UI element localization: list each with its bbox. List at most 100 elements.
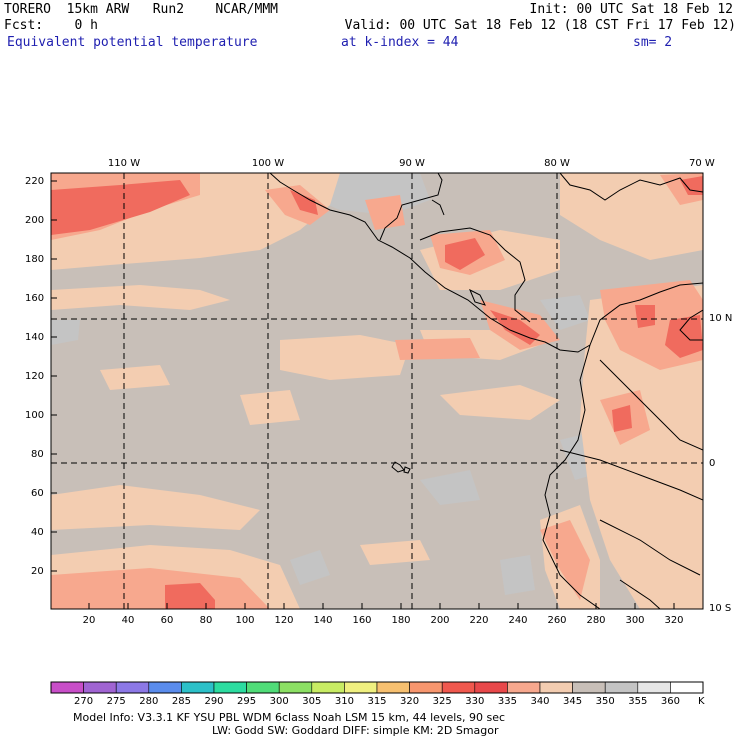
grid-x-label: 120 xyxy=(274,615,294,626)
grid-y-label: 40 xyxy=(31,527,44,538)
level-info: at k-index = 44 xyxy=(341,35,459,50)
lon-label-70w: 70 W xyxy=(689,158,715,169)
grid-y-label: 220 xyxy=(25,176,45,187)
run-name: Run2 xyxy=(152,2,185,17)
colorbar-swatch xyxy=(344,681,378,694)
grid-x-label: 260 xyxy=(547,615,567,626)
grid-x-label: 180 xyxy=(391,615,411,626)
init-time: Init: 00 UTC Sat 18 Feb 12 xyxy=(529,2,734,17)
grid-y-label: 180 xyxy=(25,254,45,265)
grid-y-label: 80 xyxy=(31,449,44,460)
grid-x-label: 220 xyxy=(469,615,489,626)
forecast-value: 0 h xyxy=(74,18,98,33)
grid-y-label: 140 xyxy=(25,332,45,343)
grid-x-label: 60 xyxy=(160,615,174,626)
grid-y-label: 160 xyxy=(25,293,45,304)
coastlines xyxy=(269,173,703,609)
colorbar-swatch xyxy=(474,681,508,694)
org-name: NCAR/MMM xyxy=(215,2,278,17)
bottom-ticks xyxy=(88,603,675,609)
colorbar-label: 320 xyxy=(400,696,420,707)
lon-label-110w: 110 W xyxy=(107,158,141,169)
colorbar-swatch xyxy=(637,681,671,694)
warm-strong-areas xyxy=(51,176,703,609)
grid-x-label: 200 xyxy=(430,615,450,626)
valid-time: Valid: 00 UTC Sat 18 Feb 12 (18 CST Fri … xyxy=(344,18,736,33)
grid-x-label: 140 xyxy=(313,615,333,626)
colorbar-label: 305 xyxy=(302,696,322,707)
grid-y-label: 200 xyxy=(25,215,45,226)
colorbar-swatch xyxy=(441,681,476,694)
grid-x-label: 40 xyxy=(121,615,135,626)
grid-x-label: 20 xyxy=(82,615,96,626)
forecast-hour: Fcst: 0 h xyxy=(4,19,98,33)
colorbar-label: 345 xyxy=(563,696,583,707)
temperature-field xyxy=(51,173,703,609)
grid-x-label: 160 xyxy=(352,615,372,626)
lon-label-80w: 80 W xyxy=(544,158,570,169)
grid-x-label: 300 xyxy=(625,615,645,626)
colorbar-swatch xyxy=(604,681,639,694)
colorbar-swatch xyxy=(572,681,606,694)
colorbar-label: 300 xyxy=(269,696,289,707)
colorbar-swatch xyxy=(181,681,215,694)
lat-label-10n: 10 N xyxy=(709,313,733,324)
lat-label-0: 0 xyxy=(709,458,716,469)
colorbar-label: 295 xyxy=(237,696,257,707)
colorbar-label: 285 xyxy=(171,696,191,707)
header-title-line: TORERO 15km ARW Run2 NCAR/MMM xyxy=(4,3,278,17)
colorbar-label: 330 xyxy=(465,696,485,707)
graticule xyxy=(51,173,703,609)
colorbar-label: 315 xyxy=(367,696,387,707)
colorbar-label: 275 xyxy=(106,696,126,707)
colorbar-label: 355 xyxy=(628,696,648,707)
grid-x-label: 320 xyxy=(664,615,684,626)
model-name: TORERO xyxy=(4,2,51,17)
grid-y-label: 60 xyxy=(31,488,44,499)
lat-label-10s: 10 S xyxy=(709,603,732,614)
grid-y-label: 120 xyxy=(25,371,45,382)
colorbar-label: 335 xyxy=(497,696,517,707)
colorbar-label: 325 xyxy=(432,696,452,707)
colorbar-label: 340 xyxy=(530,696,550,707)
colorbar-frame xyxy=(50,681,704,694)
colorbar-label: 350 xyxy=(595,696,615,707)
field-name: Equivalent potential temperature xyxy=(7,35,258,50)
grid-x-label: 100 xyxy=(235,615,255,626)
colorbar-swatch xyxy=(278,681,313,694)
colorbar-swatch xyxy=(213,681,247,694)
colorbar-label: 270 xyxy=(74,696,94,707)
left-ticks xyxy=(51,180,57,572)
colorbar-label: 280 xyxy=(139,696,159,707)
lon-label-90w: 90 W xyxy=(399,158,425,169)
model-resolution: 15km ARW xyxy=(66,2,130,17)
map-frame xyxy=(50,172,704,610)
colorbar-swatch xyxy=(148,681,182,694)
colorbar-swatch xyxy=(83,681,117,694)
grid-y-label: 20 xyxy=(31,566,44,577)
colorbar-swatch xyxy=(670,681,704,694)
colorbar-swatch xyxy=(409,681,443,694)
grid-x-label: 80 xyxy=(199,615,213,626)
colorbar-swatch xyxy=(115,681,150,694)
colorbar-swatch xyxy=(376,681,410,694)
model-info-line: Model Info: V3.3.1 KF YSU PBL WDM 6class… xyxy=(73,711,506,724)
colorbar-swatch xyxy=(539,681,573,694)
smoothing-info: sm= 2 xyxy=(633,35,673,50)
grid-x-label: 240 xyxy=(508,615,528,626)
colorbar-swatch xyxy=(50,681,84,694)
colorbar-label: 360 xyxy=(660,696,680,707)
colorbar-swatch xyxy=(507,681,541,694)
grid-x-label: 280 xyxy=(586,615,606,626)
colorbar-label: 310 xyxy=(334,696,354,707)
colorbar-label: 290 xyxy=(204,696,224,707)
forecast-label: Fcst: xyxy=(4,18,44,33)
colorbar-swatch xyxy=(246,681,280,694)
colorbar-unit: K xyxy=(698,696,705,707)
grid-y-label: 100 xyxy=(25,410,45,421)
lon-label-100w: 100 W xyxy=(251,158,285,169)
physics-info-line: LW: Godd SW: Goddard DIFF: simple KM: 2D… xyxy=(212,724,499,737)
colorbar-swatch xyxy=(311,681,345,694)
